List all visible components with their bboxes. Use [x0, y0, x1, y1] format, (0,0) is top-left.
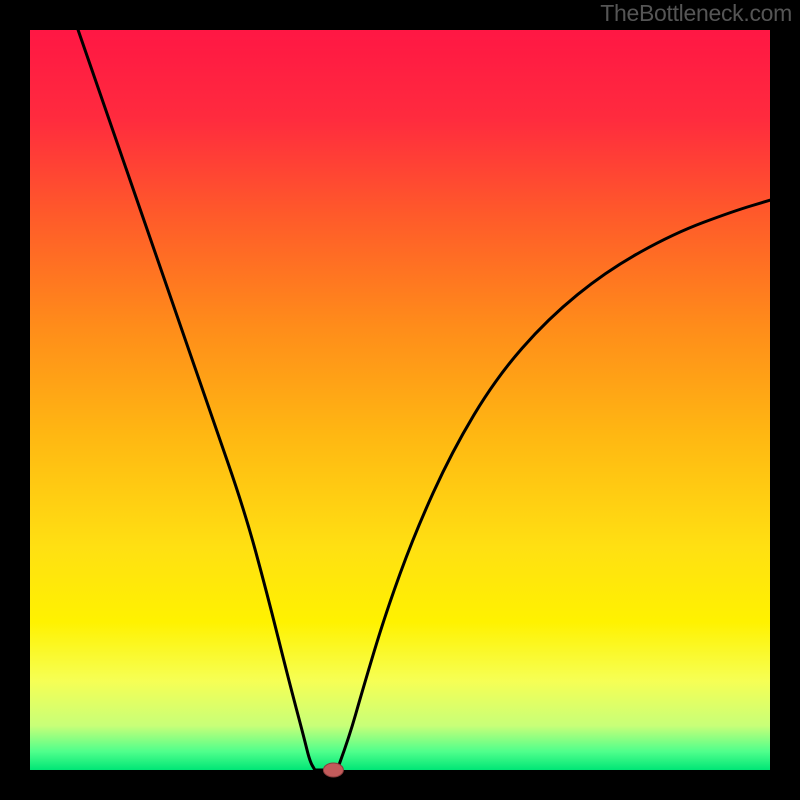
chart-container: TheBottleneck.com: [0, 0, 800, 800]
plot-background-gradient: [30, 30, 770, 770]
watermark-text: TheBottleneck.com: [600, 0, 792, 27]
optimal-point-marker: [323, 763, 343, 777]
bottleneck-chart: [0, 0, 800, 800]
